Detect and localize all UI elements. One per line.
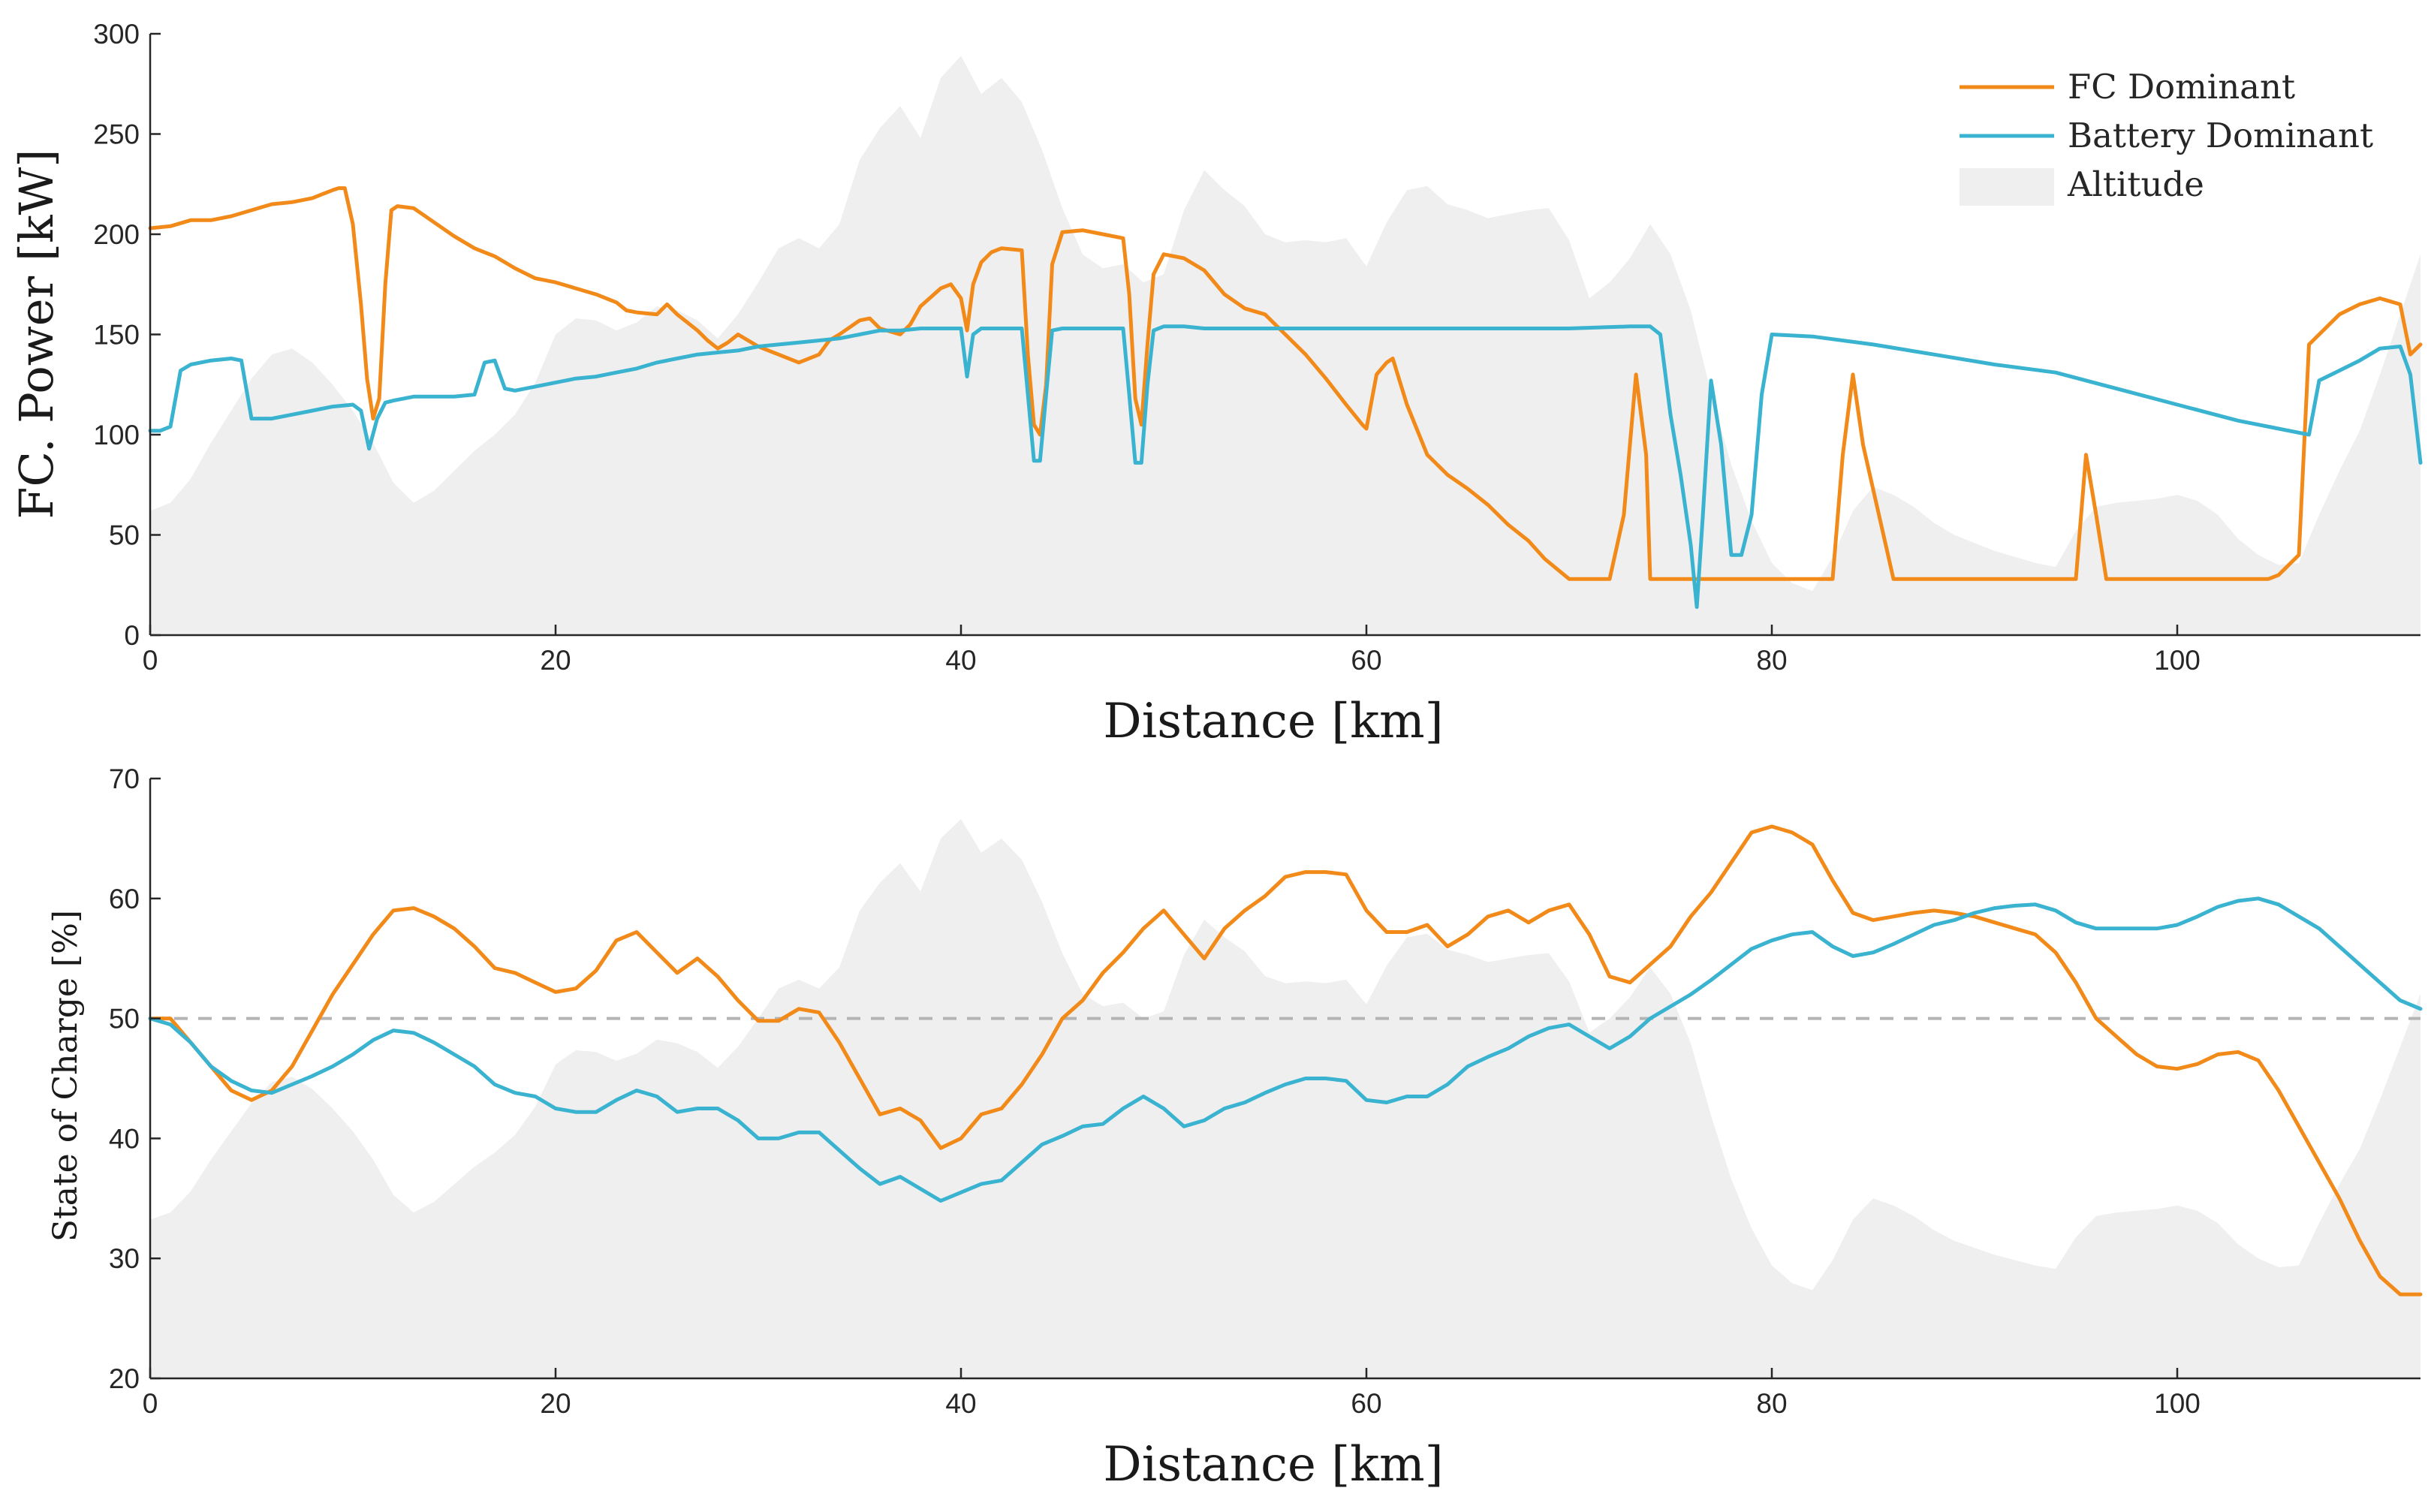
legend: FC Dominant Battery Dominant Altitude: [1941, 57, 2401, 218]
y-tick-label: 70: [109, 764, 140, 794]
soc-series-group: [148, 824, 2423, 1297]
y-tick-label: 60: [109, 884, 140, 914]
y-tick-label: 20: [109, 1363, 140, 1394]
x-tick-label: 40: [945, 1388, 976, 1419]
legend-battery-label: Battery Dominant: [2068, 116, 2373, 155]
x-tick-label: 0: [143, 645, 158, 676]
y-tick-label: 0: [124, 620, 140, 651]
top-x-axis-label: Distance [km]: [1103, 694, 1443, 749]
x-tick-label: 20: [540, 645, 571, 676]
x-tick-label: 80: [1756, 645, 1787, 676]
top-y-axis-label: FC. Power [kW]: [9, 149, 64, 520]
x-tick-label: 40: [945, 645, 976, 676]
series-line-fc-dominant: [148, 824, 2423, 1297]
fc-power-series-group: [148, 186, 2423, 610]
series-line-fc-dominant: [148, 186, 2423, 581]
x-tick-label: 60: [1351, 645, 1381, 676]
y-tick-label: 40: [109, 1123, 140, 1154]
altitude-area: [150, 56, 2420, 635]
y-tick-label: 100: [93, 420, 140, 450]
x-tick-label: 0: [143, 1388, 158, 1419]
bottom-x-axis-label: Distance [km]: [1103, 1437, 1443, 1492]
soc-axes: [149, 779, 2420, 1380]
y-tick-label: 300: [93, 19, 140, 50]
y-tick-label: 150: [93, 320, 140, 351]
legend-altitude-swatch: [1960, 168, 2054, 206]
series-line-battery-dominant: [148, 896, 2423, 1203]
x-tick-label: 100: [2154, 1388, 2201, 1419]
fc-power-ticks: 0 20 40 60 80 100 0 50 100 150 200 250 300: [93, 19, 2201, 676]
y-tick-label: 250: [93, 119, 140, 150]
altitude-area-top: [150, 56, 2420, 635]
y-tick-label: 50: [109, 520, 140, 551]
series-line-battery-dominant: [148, 324, 2423, 610]
y-tick-label: 50: [109, 1004, 140, 1035]
legend-altitude-label: Altitude: [2067, 164, 2204, 204]
y-tick-label: 30: [109, 1243, 140, 1274]
y-tick-label: 200: [93, 219, 140, 250]
bottom-y-axis-label: State of Charge [%]: [47, 910, 85, 1242]
x-tick-label: 60: [1351, 1388, 1381, 1419]
x-tick-label: 80: [1756, 1388, 1787, 1419]
altitude-area: [150, 819, 2420, 1378]
altitude-area-bottom: [150, 819, 2420, 1378]
x-tick-label: 100: [2154, 645, 2201, 676]
fc-power-chart: 0 20 40 60 80 100 0 50 100 150 200 250 300 Distance …: [9, 19, 2423, 749]
legend-fc-label: FC Dominant: [2068, 67, 2295, 107]
x-tick-label: 20: [540, 1388, 571, 1419]
